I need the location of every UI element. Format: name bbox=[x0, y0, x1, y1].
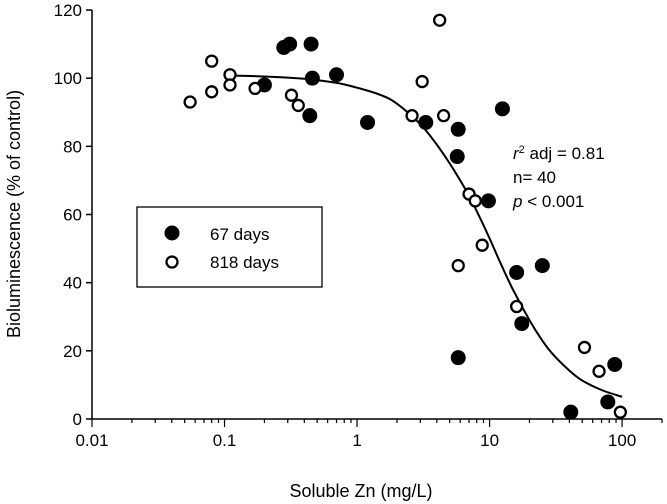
x-tick-label: 100 bbox=[608, 431, 636, 450]
point-818-days bbox=[592, 364, 606, 378]
point-67-days bbox=[304, 70, 320, 86]
point-67-days bbox=[514, 316, 530, 332]
p-annotation: p < 0.001 bbox=[512, 192, 584, 211]
point-818-days bbox=[436, 109, 451, 123]
x-axis-ticks: 0.01 0.1 1 10 100 bbox=[75, 419, 663, 450]
x-tick-label: 0.01 bbox=[75, 431, 108, 450]
point-818-days bbox=[415, 74, 429, 89]
point-818-days bbox=[613, 405, 628, 419]
point-818-days bbox=[205, 54, 219, 68]
y-axis-title: Bioluminescence (% of control) bbox=[4, 90, 24, 338]
x-tick-label: 0.1 bbox=[213, 431, 237, 450]
point-818-days bbox=[284, 88, 299, 102]
point-67-days bbox=[494, 101, 510, 117]
data-points bbox=[183, 13, 628, 420]
point-67-days bbox=[534, 258, 550, 274]
n-annotation: n= 40 bbox=[513, 168, 556, 187]
point-818-days bbox=[223, 78, 237, 92]
point-67-days bbox=[360, 114, 376, 130]
y-tick-label: 0 bbox=[73, 410, 82, 429]
x-tick-label: 10 bbox=[480, 431, 499, 450]
y-tick-label: 120 bbox=[54, 1, 82, 20]
y-tick-label: 40 bbox=[63, 274, 82, 293]
point-67-days bbox=[600, 394, 616, 410]
point-818-days bbox=[451, 258, 465, 273]
legend: 67 days 818 days bbox=[136, 206, 323, 288]
y-axis-ticks: 0 20 40 60 80 100 120 bbox=[54, 1, 92, 429]
y-tick-label: 60 bbox=[63, 206, 82, 225]
point-818-days bbox=[509, 299, 524, 314]
point-67-days bbox=[418, 114, 434, 130]
point-67-days bbox=[480, 193, 496, 209]
point-67-days bbox=[302, 108, 318, 124]
point-67-days bbox=[282, 36, 298, 52]
point-818-days bbox=[475, 238, 489, 252]
point-67-days bbox=[607, 356, 623, 372]
x-axis-title: Soluble Zn (mg/L) bbox=[289, 481, 432, 501]
y-tick-label: 20 bbox=[63, 342, 82, 361]
point-818-days bbox=[468, 194, 482, 208]
point-818-days bbox=[183, 95, 197, 109]
point-67-days bbox=[329, 67, 345, 83]
legend-marker-818-days bbox=[165, 255, 179, 269]
point-67-days bbox=[450, 121, 466, 137]
point-818-days bbox=[577, 340, 592, 355]
legend-marker-67-days bbox=[164, 225, 180, 241]
y-tick-label: 80 bbox=[63, 137, 82, 156]
point-818-days bbox=[405, 109, 419, 123]
point-67-days bbox=[450, 350, 466, 366]
point-818-days bbox=[248, 81, 262, 96]
legend-box bbox=[136, 206, 323, 288]
point-818-days bbox=[205, 85, 219, 99]
point-67-days bbox=[303, 36, 319, 52]
legend-label-818-days: 818 days bbox=[210, 253, 279, 272]
point-67-days bbox=[563, 404, 579, 420]
y-tick-label: 100 bbox=[54, 69, 82, 88]
point-818-days bbox=[291, 98, 305, 113]
r2-annotation: r2 adj = 0.81 bbox=[513, 144, 605, 163]
point-67-days bbox=[449, 149, 465, 165]
point-818-days bbox=[432, 13, 447, 27]
point-67-days bbox=[509, 264, 525, 280]
x-tick-label: 1 bbox=[352, 431, 361, 450]
legend-label-67-days: 67 days bbox=[210, 225, 270, 244]
